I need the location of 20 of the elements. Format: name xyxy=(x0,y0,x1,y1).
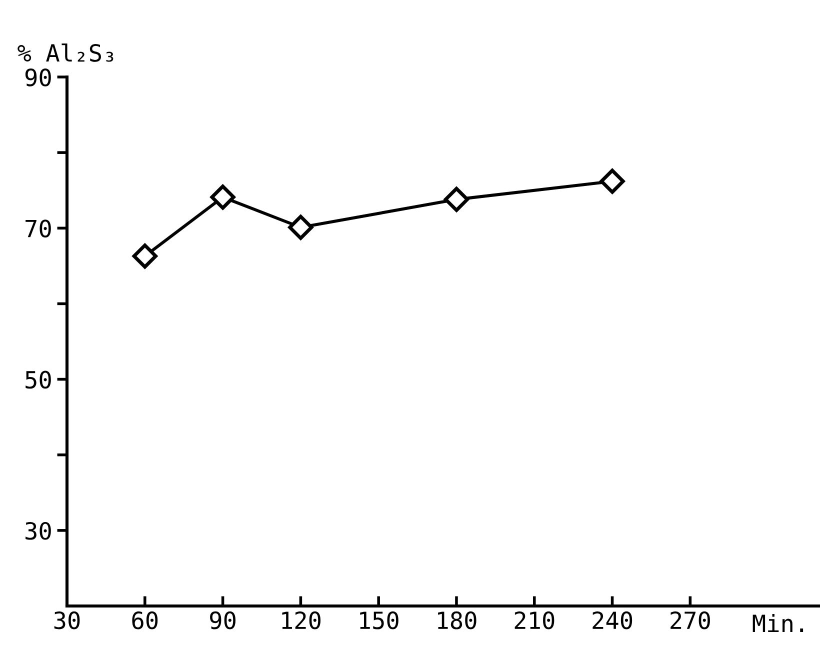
x-tick-label: 60 xyxy=(132,611,158,630)
x-tick-label: 30 xyxy=(54,611,80,630)
y-axis-title: % Al₂S₃ xyxy=(18,43,114,62)
x-tick-label: 210 xyxy=(514,611,554,630)
point xyxy=(600,168,625,194)
x-tick-label: 180 xyxy=(438,611,476,630)
x-tick-label: 150 xyxy=(360,611,398,630)
point xyxy=(288,214,314,240)
point xyxy=(210,184,236,210)
y-tick-label: 50 xyxy=(26,370,51,389)
x-tick-label: 90 xyxy=(210,611,236,630)
point xyxy=(132,244,158,269)
y-tick-label: 30 xyxy=(26,522,51,540)
x-tick-label: 120 xyxy=(282,611,320,630)
x-tick-label: 270 xyxy=(670,611,710,630)
point xyxy=(444,186,470,212)
x-tick-label: 240 xyxy=(592,611,632,630)
y-tick-label: 70 xyxy=(26,220,51,238)
x-axis-title: Min. xyxy=(752,614,804,632)
y-tick-label: 90 xyxy=(25,68,51,86)
